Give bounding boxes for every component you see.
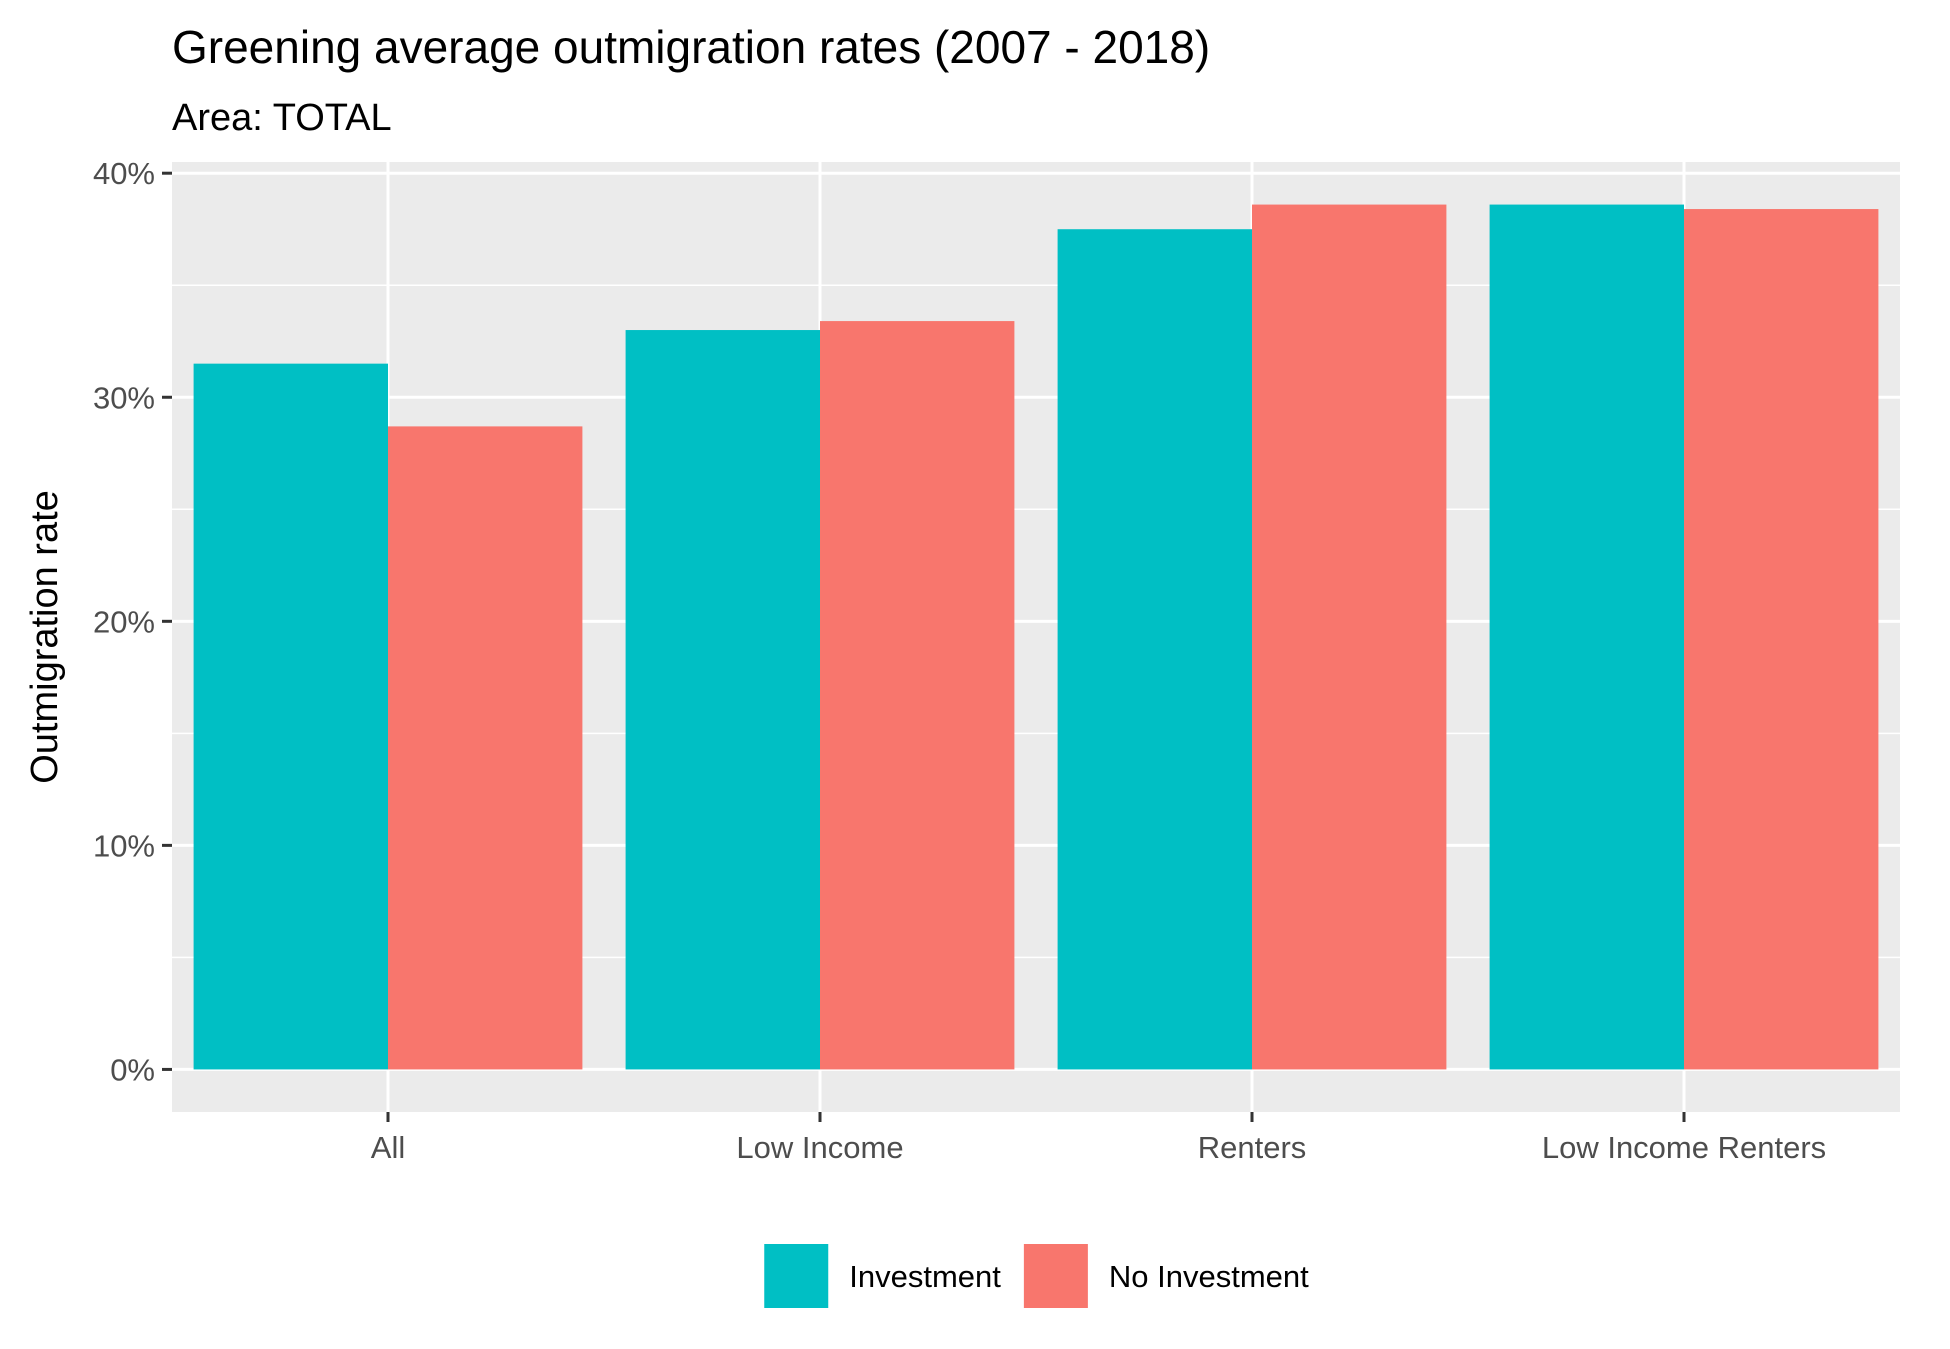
x-axis: All Low Income Renters Low Income Renters	[371, 1112, 1826, 1165]
y-tick-label: 20%	[93, 604, 155, 639]
bar-no-investment-renters	[1252, 204, 1447, 1070]
bar-no-investment-all	[388, 426, 583, 1070]
y-tick-label: 40%	[93, 156, 155, 191]
chart-title: Greening average outmigration rates (200…	[172, 21, 1210, 73]
y-tick-label: 10%	[93, 828, 155, 863]
bar-investment-low-income	[625, 330, 820, 1070]
y-tick-label: 30%	[93, 380, 155, 415]
legend: Investment No Investment	[762, 1242, 1309, 1310]
legend-label-investment: Investment	[849, 1259, 1001, 1294]
bar-investment-renters	[1057, 229, 1252, 1070]
bar-investment-all	[193, 363, 388, 1070]
legend-key-no-investment	[1021, 1242, 1090, 1310]
bar-investment-low-income-renters	[1489, 204, 1684, 1070]
y-axis: 0% 10% 20% 30% 40%	[93, 156, 172, 1087]
bars	[193, 204, 1879, 1070]
bar-no-investment-low-income	[820, 321, 1015, 1070]
legend-key-investment	[762, 1242, 831, 1310]
x-tick-label: Renters	[1198, 1130, 1307, 1165]
bar-no-investment-low-income-renters	[1684, 209, 1879, 1070]
x-tick-label: Low Income Renters	[1542, 1130, 1826, 1165]
y-axis-label: Outmigration rate	[24, 490, 66, 784]
x-tick-label: Low Income	[736, 1130, 903, 1165]
y-tick-label: 0%	[110, 1052, 155, 1087]
x-tick-label: All	[371, 1130, 405, 1165]
legend-label-no-investment: No Investment	[1109, 1259, 1309, 1294]
chart-subtitle: Area: TOTAL	[172, 97, 392, 139]
